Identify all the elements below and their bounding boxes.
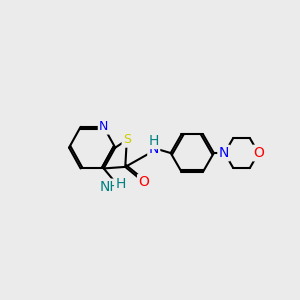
Text: H: H bbox=[116, 177, 126, 191]
Text: O: O bbox=[253, 146, 264, 160]
Text: N: N bbox=[219, 146, 229, 160]
Text: N: N bbox=[99, 120, 108, 134]
Text: S: S bbox=[123, 134, 131, 146]
Text: O: O bbox=[138, 175, 149, 189]
Text: NH: NH bbox=[100, 180, 120, 194]
Text: N: N bbox=[148, 142, 159, 156]
Text: H: H bbox=[148, 134, 159, 148]
